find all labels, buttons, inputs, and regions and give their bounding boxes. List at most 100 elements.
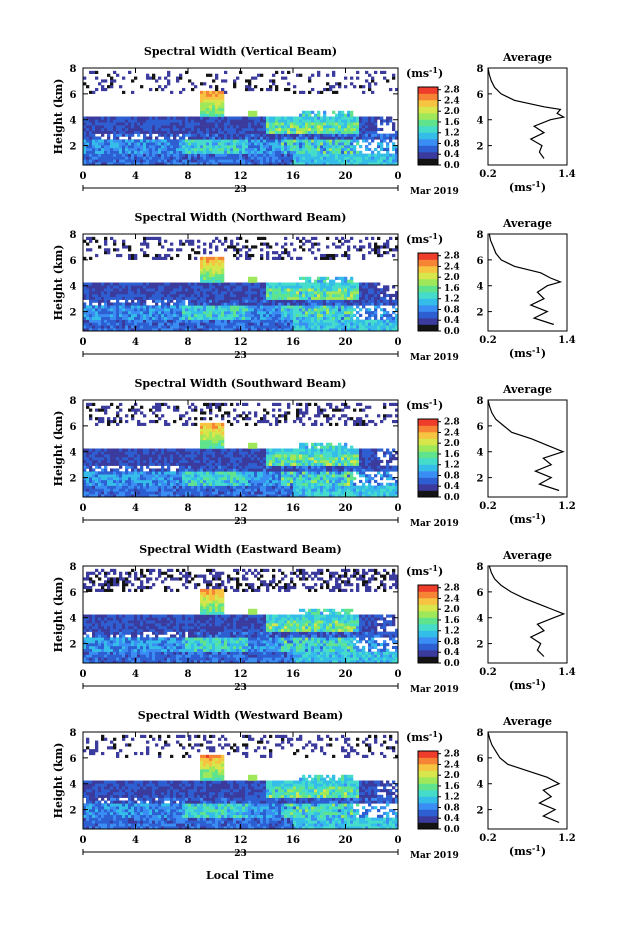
heatmap-cell (122, 328, 126, 332)
heatmap-cell (131, 405, 135, 409)
heatmap-cell (248, 276, 252, 280)
heatmap-cell (179, 305, 183, 309)
heatmap-cell (101, 491, 105, 495)
heatmap-cell (293, 325, 297, 329)
heatmap-cell (107, 419, 111, 424)
heatmap-cell (254, 116, 258, 120)
heatmap-cell (293, 125, 297, 129)
heatmap-cell (203, 127, 207, 132)
heatmap-cell (152, 256, 156, 260)
heatmap-cell (110, 451, 114, 455)
heatmap-cell (233, 156, 237, 160)
heatmap-cell (341, 162, 345, 166)
heatmap-cell (143, 313, 147, 318)
heatmap-cell (332, 147, 336, 152)
heatmap-cell (209, 265, 213, 269)
heatmap-cell (395, 296, 399, 300)
heatmap-cell (200, 99, 204, 103)
heatmap-cell (320, 139, 324, 143)
heatmap-cell (242, 127, 246, 132)
heatmap-cell (89, 130, 93, 134)
heatmap-cell (215, 127, 219, 132)
heatmap-cell (239, 311, 243, 315)
heatmap-cell (185, 313, 189, 318)
heatmap-cell (221, 125, 225, 129)
heatmap-cell (152, 491, 156, 495)
heatmap-cell (356, 125, 360, 129)
heatmap-cell (383, 133, 387, 137)
heatmap-cell (254, 153, 258, 157)
heatmap-cell (182, 242, 186, 246)
x-tick-label: 0 (80, 171, 87, 182)
heatmap-cell (206, 268, 210, 272)
colorbar-frame (417, 86, 439, 166)
heatmap-cell (341, 285, 345, 289)
heatmap-cell (350, 136, 354, 140)
heatmap-cell (305, 162, 309, 166)
heatmap-cell (140, 471, 144, 475)
heatmap-cell (377, 248, 381, 252)
heatmap-cell (350, 139, 354, 143)
heatmap-cell (206, 116, 210, 120)
heatmap-cell (110, 474, 114, 478)
heatmap-cell (260, 325, 264, 329)
heatmap-cell (131, 253, 135, 258)
heatmap-cell (149, 305, 153, 309)
heatmap-cell (182, 142, 186, 146)
heatmap-cell (278, 302, 282, 306)
heatmap-cell (272, 325, 276, 329)
heatmap-cell (332, 299, 336, 303)
heatmap-cell (305, 130, 309, 134)
heatmap-cell (83, 454, 87, 458)
heatmap-cell (134, 316, 138, 320)
heatmap-cell (254, 76, 258, 80)
heatmap-cell (218, 156, 222, 160)
heatmap-cell (341, 133, 345, 137)
heatmap-cell (161, 485, 165, 489)
heatmap-cell (170, 293, 174, 298)
heatmap-cell (101, 479, 105, 484)
heatmap-cell (332, 153, 336, 157)
heatmap-cell (158, 477, 162, 481)
heatmap-cell (203, 99, 207, 103)
heatmap-cell (191, 302, 195, 306)
heatmap-cell (176, 479, 180, 484)
heatmap-cell (269, 139, 273, 143)
heatmap-cell (293, 322, 297, 326)
heatmap-cell (161, 285, 165, 289)
heatmap-cell (155, 162, 159, 166)
heatmap-cell (266, 130, 270, 134)
heatmap-cell (122, 457, 126, 461)
heatmap-cell (290, 127, 294, 132)
heatmap-cell (182, 139, 186, 143)
heatmap-cell (113, 242, 117, 246)
heatmap-cell (245, 119, 249, 123)
heatmap-cell (107, 142, 111, 146)
heatmap-cell (293, 127, 297, 132)
heatmap-cell (347, 119, 351, 123)
heatmap-cell (335, 282, 339, 286)
heatmap-cell (167, 462, 171, 466)
heatmap-cell (164, 159, 168, 163)
heatmap-cell (257, 116, 261, 120)
heatmap-cell (176, 285, 180, 289)
heatmap-cell (251, 139, 255, 143)
heatmap-cell (347, 159, 351, 163)
heatmap-cell (326, 122, 330, 126)
heatmap-cell (341, 302, 345, 306)
heatmap-cell (95, 316, 99, 320)
heatmap-cell (125, 319, 129, 323)
heatmap-cell (308, 79, 312, 83)
heatmap-cell (308, 282, 312, 286)
heatmap-cell (260, 282, 264, 286)
heatmap-cell (161, 454, 165, 458)
heatmap-cell (179, 282, 183, 286)
heatmap-cell (371, 288, 375, 292)
heatmap-cell (224, 285, 228, 289)
heatmap-cell (140, 448, 144, 452)
heatmap-cell (194, 482, 198, 486)
heatmap-cell (89, 282, 93, 286)
heatmap-cell (188, 465, 192, 469)
heatmap-cell (149, 288, 153, 292)
heatmap-cell (167, 296, 171, 300)
